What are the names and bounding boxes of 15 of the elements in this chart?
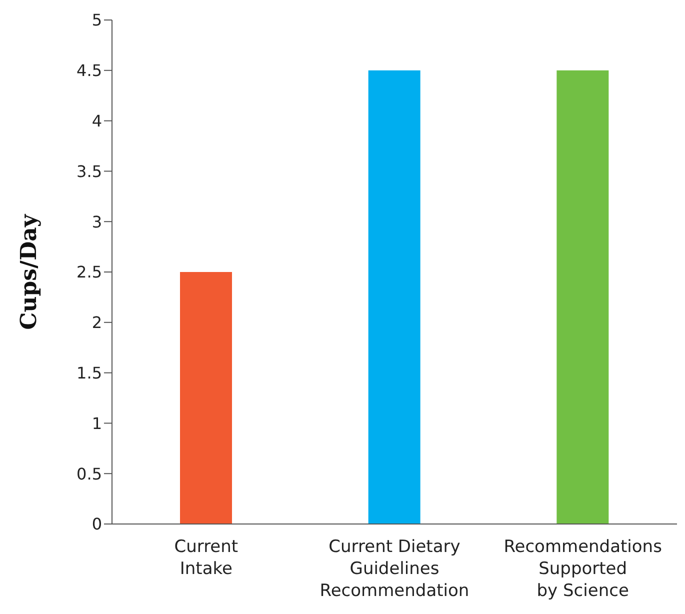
y-tick-label: 1: [92, 414, 102, 433]
y-tick-label: 3: [92, 212, 102, 232]
y-tick-label: 3.5: [76, 162, 102, 181]
y-tick-label: 0.5: [76, 464, 102, 484]
y-tick-label: 4.5: [76, 61, 102, 80]
y-tick-label: 2: [92, 313, 102, 332]
y-tick-label: 5: [92, 10, 102, 30]
y-tick-label: 1.5: [76, 363, 102, 382]
x-tick-label: Recommendations Supported by Science: [504, 537, 662, 601]
y-axis-title: Cups/Day: [16, 213, 42, 330]
x-tick-label: Current Intake: [174, 537, 238, 579]
x-tick-label: Current Dietary Guidelines Recommendation: [320, 537, 470, 601]
y-tick-label: 0: [92, 514, 102, 534]
y-tick-label: 4: [92, 111, 102, 130]
y-tick-label: 2.5: [76, 262, 102, 282]
